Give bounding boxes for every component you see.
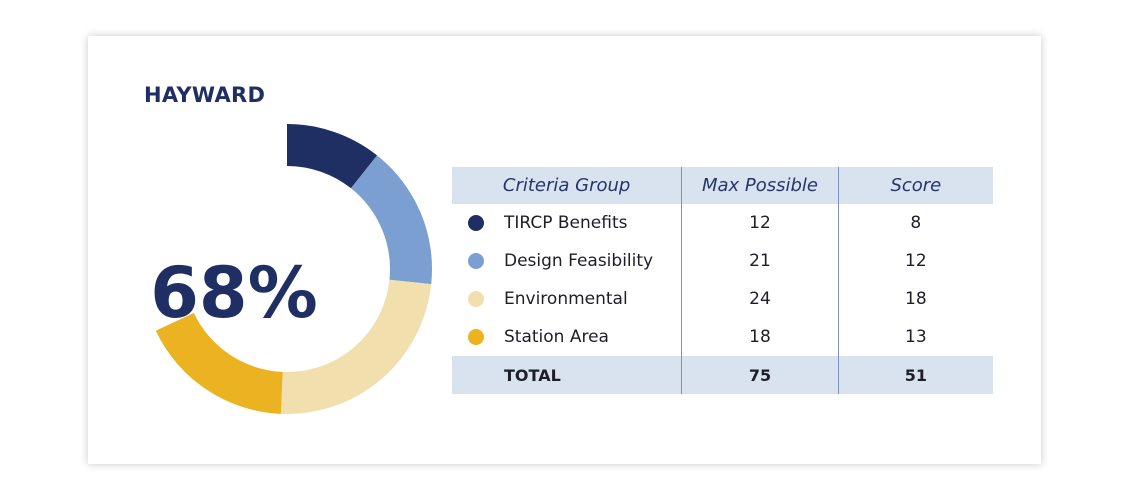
total-max-cell: 75 — [681, 356, 839, 394]
header-score: Score — [837, 167, 993, 204]
donut-arcs — [155, 124, 433, 414]
table-total-row: TOTAL 75 51 — [452, 356, 993, 394]
legend-dot — [468, 215, 484, 231]
row-max-cell: 24 — [681, 280, 839, 318]
row-max-cell: 12 — [681, 204, 839, 242]
donut-segment-station-area — [155, 312, 283, 414]
table-row: Environmental 24 18 — [452, 280, 993, 318]
score-card: HAYWARD 68% Criteria Group Max Possible … — [88, 36, 1041, 464]
center-percent-label: 68% — [150, 252, 318, 334]
legend-dot — [468, 253, 484, 269]
row-max-cell: 21 — [681, 242, 839, 280]
row-name-cell: Station Area — [452, 318, 682, 356]
donut-chart: 68% — [142, 124, 452, 434]
donut-segment-environmental — [280, 279, 432, 414]
donut-segment-tircp-benefits — [287, 124, 378, 189]
row-name-cell: Design Feasibility — [452, 242, 682, 280]
row-score-cell: 13 — [837, 318, 993, 356]
legend-dot — [468, 291, 484, 307]
legend-dot — [468, 329, 484, 345]
row-name-cell: TIRCP Benefits — [452, 204, 682, 242]
row-max-cell: 18 — [681, 318, 839, 356]
table-header-row: Criteria Group Max Possible Score — [452, 167, 993, 204]
criteria-table: Criteria Group Max Possible Score TIRCP … — [452, 167, 993, 394]
row-label: Station Area — [504, 327, 609, 347]
row-name-cell: Environmental — [452, 280, 682, 318]
table-row: Station Area 18 13 — [452, 318, 993, 356]
total-label-cell: TOTAL — [452, 356, 682, 394]
row-label: TIRCP Benefits — [504, 213, 628, 233]
donut-segment-design-feasibility — [350, 155, 433, 285]
row-score-cell: 12 — [837, 242, 993, 280]
row-score-cell: 18 — [837, 280, 993, 318]
table-row: Design Feasibility 21 12 — [452, 242, 993, 280]
row-label: Design Feasibility — [504, 251, 654, 271]
card-title: HAYWARD — [144, 83, 266, 107]
donut-svg: 68% — [150, 124, 433, 414]
row-score-cell: 8 — [837, 204, 993, 242]
header-max-possible: Max Possible — [681, 167, 839, 204]
table-row: TIRCP Benefits 12 8 — [452, 204, 993, 242]
row-label: Environmental — [504, 289, 628, 309]
header-criteria-group: Criteria Group — [452, 167, 682, 204]
total-score-cell: 51 — [837, 356, 993, 394]
